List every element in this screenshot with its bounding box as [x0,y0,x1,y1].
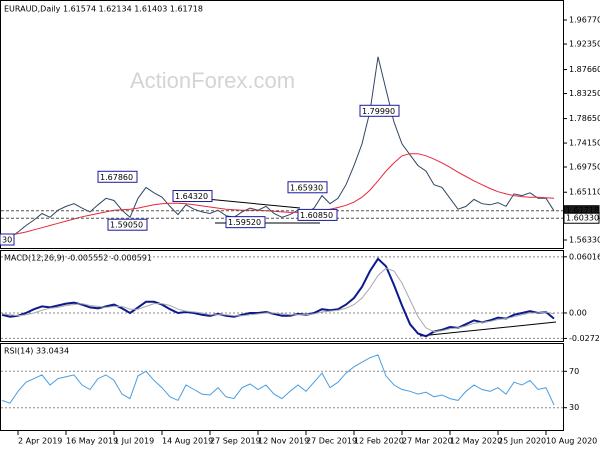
panel-title: RSI(14) 33.0434 [4,347,69,356]
y-tick-label: 1.87660 [569,65,600,74]
y-tick-label: -0.02725 [569,334,600,343]
annotation-box [172,190,213,203]
x-tick-label: 27 Mar 2020 [402,437,453,446]
y-tick-label: 1.83250 [569,89,600,98]
y-tick-label: 70 [569,367,579,376]
y-tick-label: 0.00 [569,308,587,317]
price-marker [563,212,600,224]
annotation-label: 1.79990 [362,107,395,116]
annotation-box [0,233,15,246]
watermark: ActionForex.com [130,68,295,93]
annotation-box [97,170,138,183]
annotation-label: 1.60850 [300,211,333,220]
annotation-box [107,218,148,231]
annotation-box [297,208,338,221]
annotation-label: 1.64320 [175,192,208,201]
y-tick-label: 1.69750 [569,162,600,171]
y-tick-label: 0.060165 [569,252,600,261]
y-tick-label: 1.92350 [569,40,600,49]
y-tick-label: 1.96770 [569,16,600,25]
panel-title: MACD(12,26,9) -0.005552 -0.000591 [4,254,152,263]
annotation-box [359,104,400,117]
x-tick-label: 27 Sep 2019 [210,437,261,446]
rsi-panel [0,343,564,431]
x-tick-label: 12 Feb 2020 [354,437,404,446]
y-tick-label: 1.74150 [569,139,600,148]
y-tick-label: 1.78650 [569,114,600,123]
series-line [1,257,555,338]
annotation-label: 30 [2,236,12,245]
series-line [1,153,555,237]
series-line [1,267,555,333]
price-marker-label: 1.60330 [566,214,599,223]
x-tick-label: 16 May 2019 [66,437,118,446]
series-line [1,354,555,406]
trendline [419,321,557,337]
annotation-label: 1.65930 [290,183,323,192]
annotation-label: 1.67860 [100,173,133,182]
x-tick-label: 27 Dec 2019 [306,437,357,446]
y-tick-label: 1.56330 [569,236,600,245]
x-tick-label: 12 Nov 2019 [258,437,309,446]
x-tick-label: 10 Aug 2020 [546,437,597,446]
x-tick-label: 12 May 2020 [450,437,502,446]
annotation-label: 1.59050 [110,221,143,230]
y-tick-label: 30 [569,403,579,412]
x-tick-label: 2 Apr 2019 [18,437,62,446]
annotation-box [225,216,266,229]
y-tick-label: 1.65110 [569,188,600,197]
panel-title: EURAUD,Daily 1.61574 1.62134 1.61403 1.6… [4,5,203,14]
x-tick-label: 1 Jul 2019 [114,437,154,446]
series-line [1,56,555,238]
annotation-box [287,181,328,194]
x-tick-label: 14 Aug 2019 [162,437,213,446]
annotation-label: 1.59520 [228,218,261,227]
main-panel [0,0,564,249]
x-tick-label: 25 Jun 2020 [498,437,546,446]
price-marker-label: 1.61718 [566,206,599,215]
macd-panel [0,250,564,342]
